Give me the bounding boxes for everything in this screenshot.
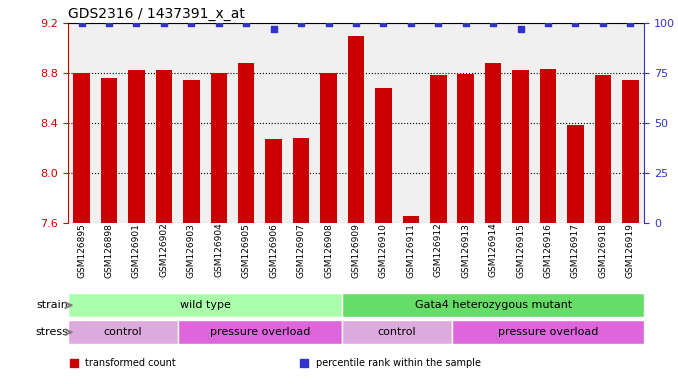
Bar	[293, 138, 309, 223]
Point	[378, 20, 388, 26]
Text: transformed count: transformed count	[85, 358, 176, 368]
Text: pressure overload: pressure overload	[210, 327, 310, 337]
FancyBboxPatch shape	[68, 320, 178, 344]
Point	[296, 20, 306, 26]
Text: GSM126912: GSM126912	[434, 223, 443, 278]
Point	[460, 20, 471, 26]
Text: wild type: wild type	[180, 300, 231, 310]
Point	[403, 203, 414, 209]
Bar	[238, 63, 254, 223]
Point	[405, 20, 416, 26]
Text: GSM126908: GSM126908	[324, 223, 333, 278]
Bar	[156, 70, 172, 223]
Point	[159, 20, 170, 26]
Point	[625, 20, 636, 26]
Point	[570, 20, 581, 26]
Text: GSM126918: GSM126918	[599, 223, 607, 278]
Bar	[265, 139, 282, 223]
Bar	[622, 81, 639, 223]
Text: GSM126914: GSM126914	[489, 223, 498, 278]
FancyBboxPatch shape	[178, 320, 342, 344]
FancyBboxPatch shape	[342, 320, 452, 344]
FancyBboxPatch shape	[342, 293, 644, 317]
Point	[214, 20, 224, 26]
Point	[241, 20, 252, 26]
Text: pressure overload: pressure overload	[498, 327, 598, 337]
Text: GSM126895: GSM126895	[77, 223, 86, 278]
Text: strain: strain	[36, 300, 68, 310]
Point	[542, 20, 553, 26]
Text: GSM126919: GSM126919	[626, 223, 635, 278]
Bar	[567, 125, 584, 223]
Bar	[403, 217, 419, 223]
Point	[515, 26, 526, 32]
FancyBboxPatch shape	[452, 320, 644, 344]
Text: GSM126901: GSM126901	[132, 223, 141, 278]
Point	[268, 26, 279, 32]
Text: GDS2316 / 1437391_x_at: GDS2316 / 1437391_x_at	[68, 7, 245, 21]
Bar	[375, 88, 392, 223]
Point	[186, 20, 197, 26]
Text: GSM126917: GSM126917	[571, 223, 580, 278]
Text: GSM126916: GSM126916	[544, 223, 553, 278]
Point	[487, 20, 498, 26]
Text: GSM126904: GSM126904	[214, 223, 223, 278]
Text: GSM126913: GSM126913	[461, 223, 471, 278]
Text: GSM126907: GSM126907	[296, 223, 306, 278]
Bar	[513, 70, 529, 223]
Bar	[458, 74, 474, 223]
Bar	[210, 73, 227, 223]
Text: GSM126906: GSM126906	[269, 223, 278, 278]
Text: GSM126911: GSM126911	[406, 223, 416, 278]
Bar	[101, 78, 117, 223]
Point	[76, 20, 87, 26]
Text: stress: stress	[35, 327, 68, 337]
Text: GSM126915: GSM126915	[516, 223, 525, 278]
Bar	[595, 76, 611, 223]
Bar	[183, 81, 199, 223]
Text: GSM126909: GSM126909	[351, 223, 361, 278]
Bar	[430, 76, 447, 223]
Text: percentile rank within the sample: percentile rank within the sample	[316, 358, 481, 368]
Text: GSM126902: GSM126902	[159, 223, 168, 278]
Bar	[485, 63, 502, 223]
Text: GSM126905: GSM126905	[241, 223, 251, 278]
FancyBboxPatch shape	[68, 293, 342, 317]
Point	[104, 20, 115, 26]
Text: control: control	[378, 327, 416, 337]
Bar	[348, 36, 364, 223]
Bar	[128, 70, 144, 223]
Point	[433, 20, 443, 26]
Point	[351, 20, 361, 26]
Text: GSM126910: GSM126910	[379, 223, 388, 278]
Text: GSM126903: GSM126903	[187, 223, 196, 278]
Text: control: control	[103, 327, 142, 337]
Text: Gata4 heterozygous mutant: Gata4 heterozygous mutant	[414, 300, 572, 310]
Bar	[320, 73, 337, 223]
Point	[323, 20, 334, 26]
Point	[131, 20, 142, 26]
Bar	[73, 73, 89, 223]
Point	[597, 20, 608, 26]
Bar	[540, 69, 556, 223]
Text: GSM126898: GSM126898	[104, 223, 113, 278]
